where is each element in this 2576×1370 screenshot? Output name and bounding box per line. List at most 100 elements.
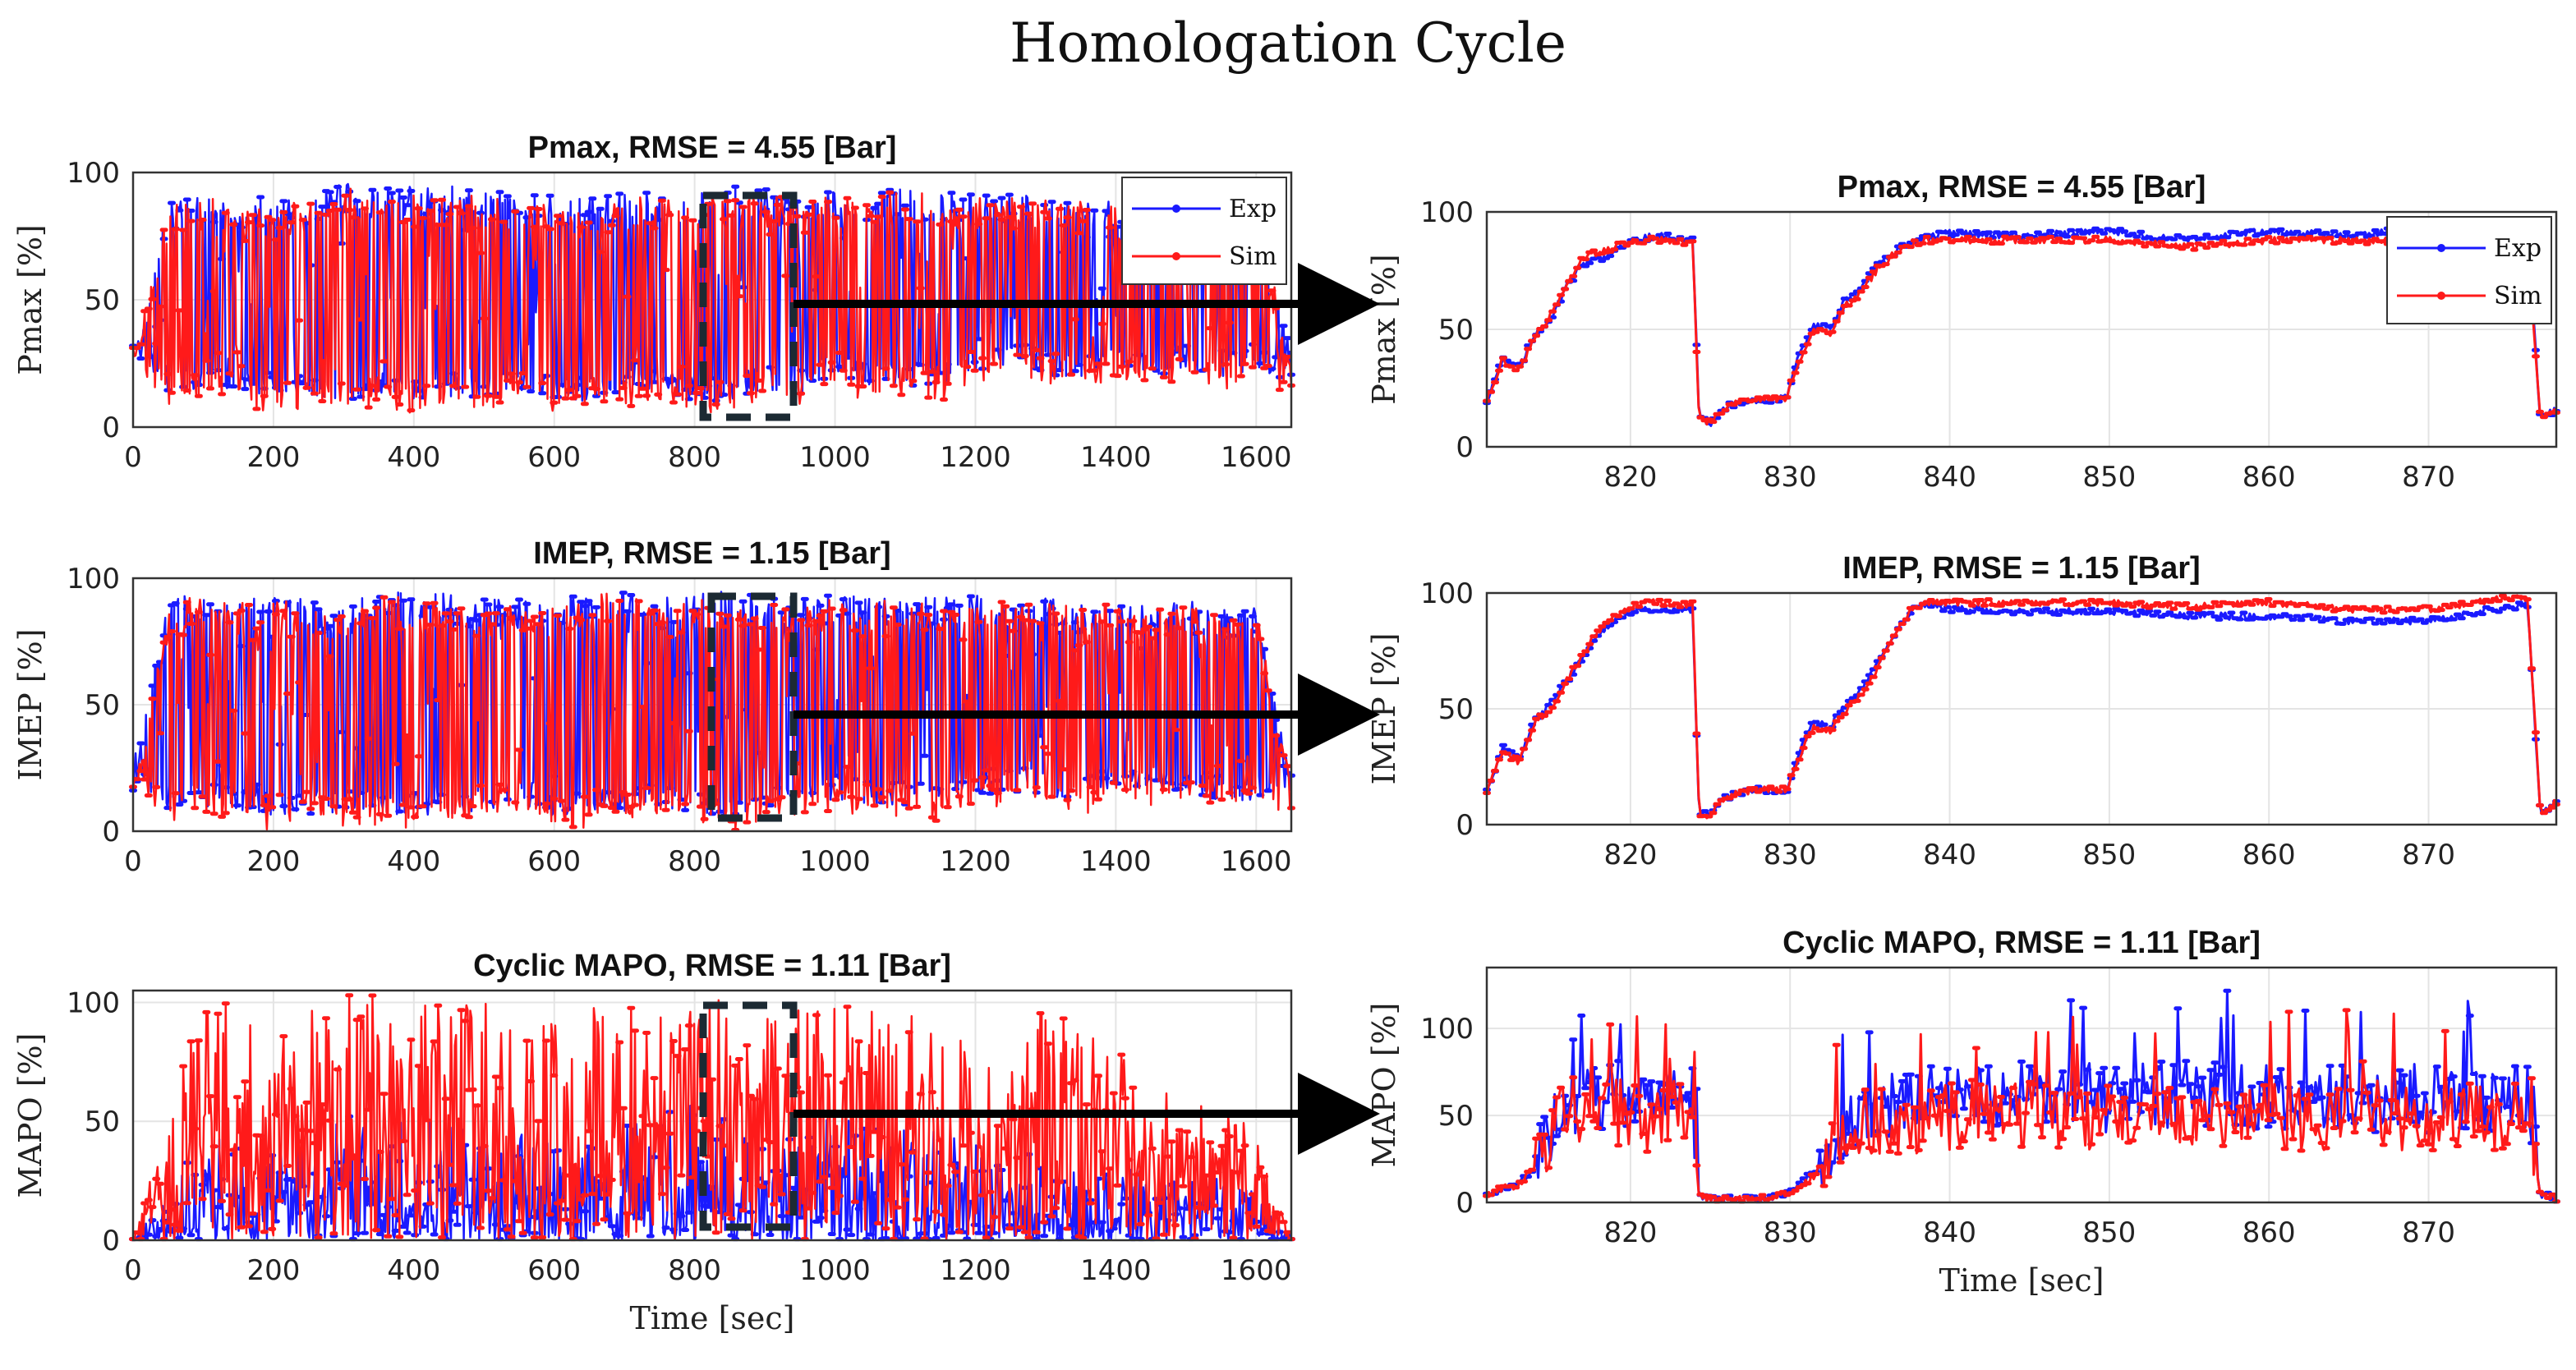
x-tick-label: 850	[2082, 1216, 2136, 1249]
y-tick-label: 50	[1438, 693, 1474, 726]
y-tick-label: 100	[1420, 577, 1474, 610]
legend-marker-exp	[1172, 205, 1180, 213]
legend-marker-exp	[2437, 244, 2445, 252]
x-tick-label: 1600	[1221, 441, 1292, 474]
x-tick-label: 1400	[1080, 441, 1152, 474]
x-tick-label: 1200	[940, 1254, 1011, 1287]
chart-imep_zoom: 820 830 840 850 860 870 0 50 100 IMEP, RMSE = 1.1…	[1366, 551, 2560, 871]
x-tick-label: 400	[387, 1254, 440, 1287]
y-tick-label: 0	[1456, 1187, 1474, 1220]
x-tick-label: 860	[2242, 461, 2296, 494]
x-tick-label: 830	[1764, 1216, 1817, 1249]
axes-frame	[1485, 591, 2558, 826]
x-tick-label: 840	[1923, 461, 1976, 494]
x-tick-label: 1200	[940, 441, 1011, 474]
legend-marker-sim	[2437, 292, 2445, 300]
y-tick-label: 0	[102, 411, 120, 444]
chart-title: Cyclic MAPO, RMSE = 1.11 [Bar]	[1782, 926, 2261, 960]
y-tick-label: 0	[1456, 431, 1474, 464]
y-axis-label: Pmax [%]	[1366, 254, 1402, 405]
x-tick-label: 400	[387, 441, 440, 474]
x-tick-label: 1000	[799, 845, 871, 878]
legend: Exp Sim	[2386, 216, 2552, 324]
chart-title: IMEP, RMSE = 1.15 [Bar]	[1842, 551, 2200, 586]
x-tick-label: 830	[1764, 461, 1817, 494]
x-tick-label: 1000	[799, 441, 871, 474]
y-tick-label: 100	[67, 563, 120, 595]
x-tick-label: 840	[1923, 1216, 1976, 1249]
legend: Exp Sim	[1121, 177, 1287, 285]
x-tick-label: 1400	[1080, 1254, 1152, 1287]
y-axis-label: MAPO [%]	[1366, 1003, 1402, 1168]
x-tick-label: 1200	[940, 845, 1011, 878]
y-axis-label: IMEP [%]	[1366, 632, 1402, 784]
axes-frame	[1485, 210, 2558, 448]
axes-frame	[1485, 966, 2558, 1204]
chart-title: Cyclic MAPO, RMSE = 1.11 [Bar]	[473, 949, 951, 983]
axes-frame	[131, 577, 1293, 833]
x-tick-label: 860	[2242, 1216, 2296, 1249]
y-axis-label: IMEP [%]	[12, 628, 48, 780]
chart-title: Pmax, RMSE = 4.55 [Bar]	[528, 131, 897, 165]
legend-box	[2386, 216, 2552, 324]
x-tick-label: 840	[1923, 839, 1976, 871]
x-tick-label: 1400	[1080, 845, 1152, 878]
x-tick-label: 850	[2082, 461, 2136, 494]
y-tick-label: 50	[1438, 1100, 1474, 1133]
legend-marker-sim	[1172, 252, 1180, 260]
x-tick-label: 200	[246, 845, 300, 878]
x-tick-label: 850	[2082, 839, 2136, 871]
x-tick-label: 820	[1603, 1216, 1657, 1249]
chart-mapo_full: 0 200 400 600 800 1000 1200 1400 1600 0 50 100 Cycli…	[12, 949, 1295, 1336]
x-tick-label: 1600	[1221, 845, 1292, 878]
x-tick-label: 800	[668, 1254, 721, 1287]
x-tick-label: 800	[668, 845, 721, 878]
legend-label-sim: Sim	[2494, 282, 2542, 310]
legend-box	[1121, 177, 1287, 285]
x-tick-label: 400	[387, 845, 440, 878]
x-tick-label: 800	[668, 441, 721, 474]
zoom-box	[707, 592, 798, 822]
y-tick-label: 0	[102, 816, 120, 848]
y-tick-label: 50	[1438, 314, 1474, 347]
x-tick-label: 820	[1603, 839, 1657, 871]
y-tick-label: 50	[85, 689, 120, 722]
y-tick-label: 100	[67, 157, 120, 190]
y-tick-label: 100	[67, 986, 120, 1019]
y-tick-label: 50	[85, 1106, 120, 1138]
x-tick-label: 870	[2402, 461, 2455, 494]
y-axis-label: MAPO [%]	[12, 1033, 48, 1198]
y-tick-label: 0	[102, 1225, 120, 1257]
legend-label-exp: Exp	[1229, 195, 1276, 223]
legend-label-exp: Exp	[2494, 234, 2542, 263]
y-tick-label: 100	[1420, 196, 1474, 229]
x-tick-label: 200	[246, 1254, 300, 1287]
x-tick-label: 200	[246, 441, 300, 474]
x-tick-label: 860	[2242, 839, 2296, 871]
x-tick-label: 1000	[799, 1254, 871, 1287]
chart-mapo_zoom: 820 830 840 850 860 870 0 50 100 Cyclic MAPO, RMS…	[1366, 926, 2560, 1299]
x-tick-label: 0	[124, 441, 142, 474]
chart-pmax_zoom: 820 830 840 850 860 870 0 50 100 Pmax, RMSE = 4.5…	[1366, 170, 2560, 494]
legend-label-sim: Sim	[1229, 242, 1277, 271]
x-tick-label: 0	[124, 1254, 142, 1287]
x-axis-label: Time [sec]	[1939, 1262, 2104, 1299]
figure-title: Homologation Cycle	[1010, 11, 1566, 75]
x-axis-label: Time [sec]	[629, 1300, 794, 1336]
x-tick-label: 600	[527, 441, 581, 474]
x-tick-label: 600	[527, 845, 581, 878]
y-tick-label: 0	[1456, 809, 1474, 842]
chart-imep_full: 0 200 400 600 800 1000 1200 1400 1600 0 50 100 IMEP,…	[12, 536, 1295, 878]
y-axis-label: Pmax [%]	[12, 224, 48, 375]
x-tick-label: 600	[527, 1254, 581, 1287]
x-tick-label: 870	[2402, 839, 2455, 871]
x-tick-label: 830	[1764, 839, 1817, 871]
x-tick-label: 1600	[1221, 1254, 1292, 1287]
chart-title: Pmax, RMSE = 4.55 [Bar]	[1838, 170, 2206, 205]
y-tick-label: 100	[1420, 1013, 1474, 1046]
y-tick-label: 50	[85, 284, 120, 317]
x-tick-label: 870	[2402, 1216, 2455, 1249]
x-tick-label: 0	[124, 845, 142, 878]
